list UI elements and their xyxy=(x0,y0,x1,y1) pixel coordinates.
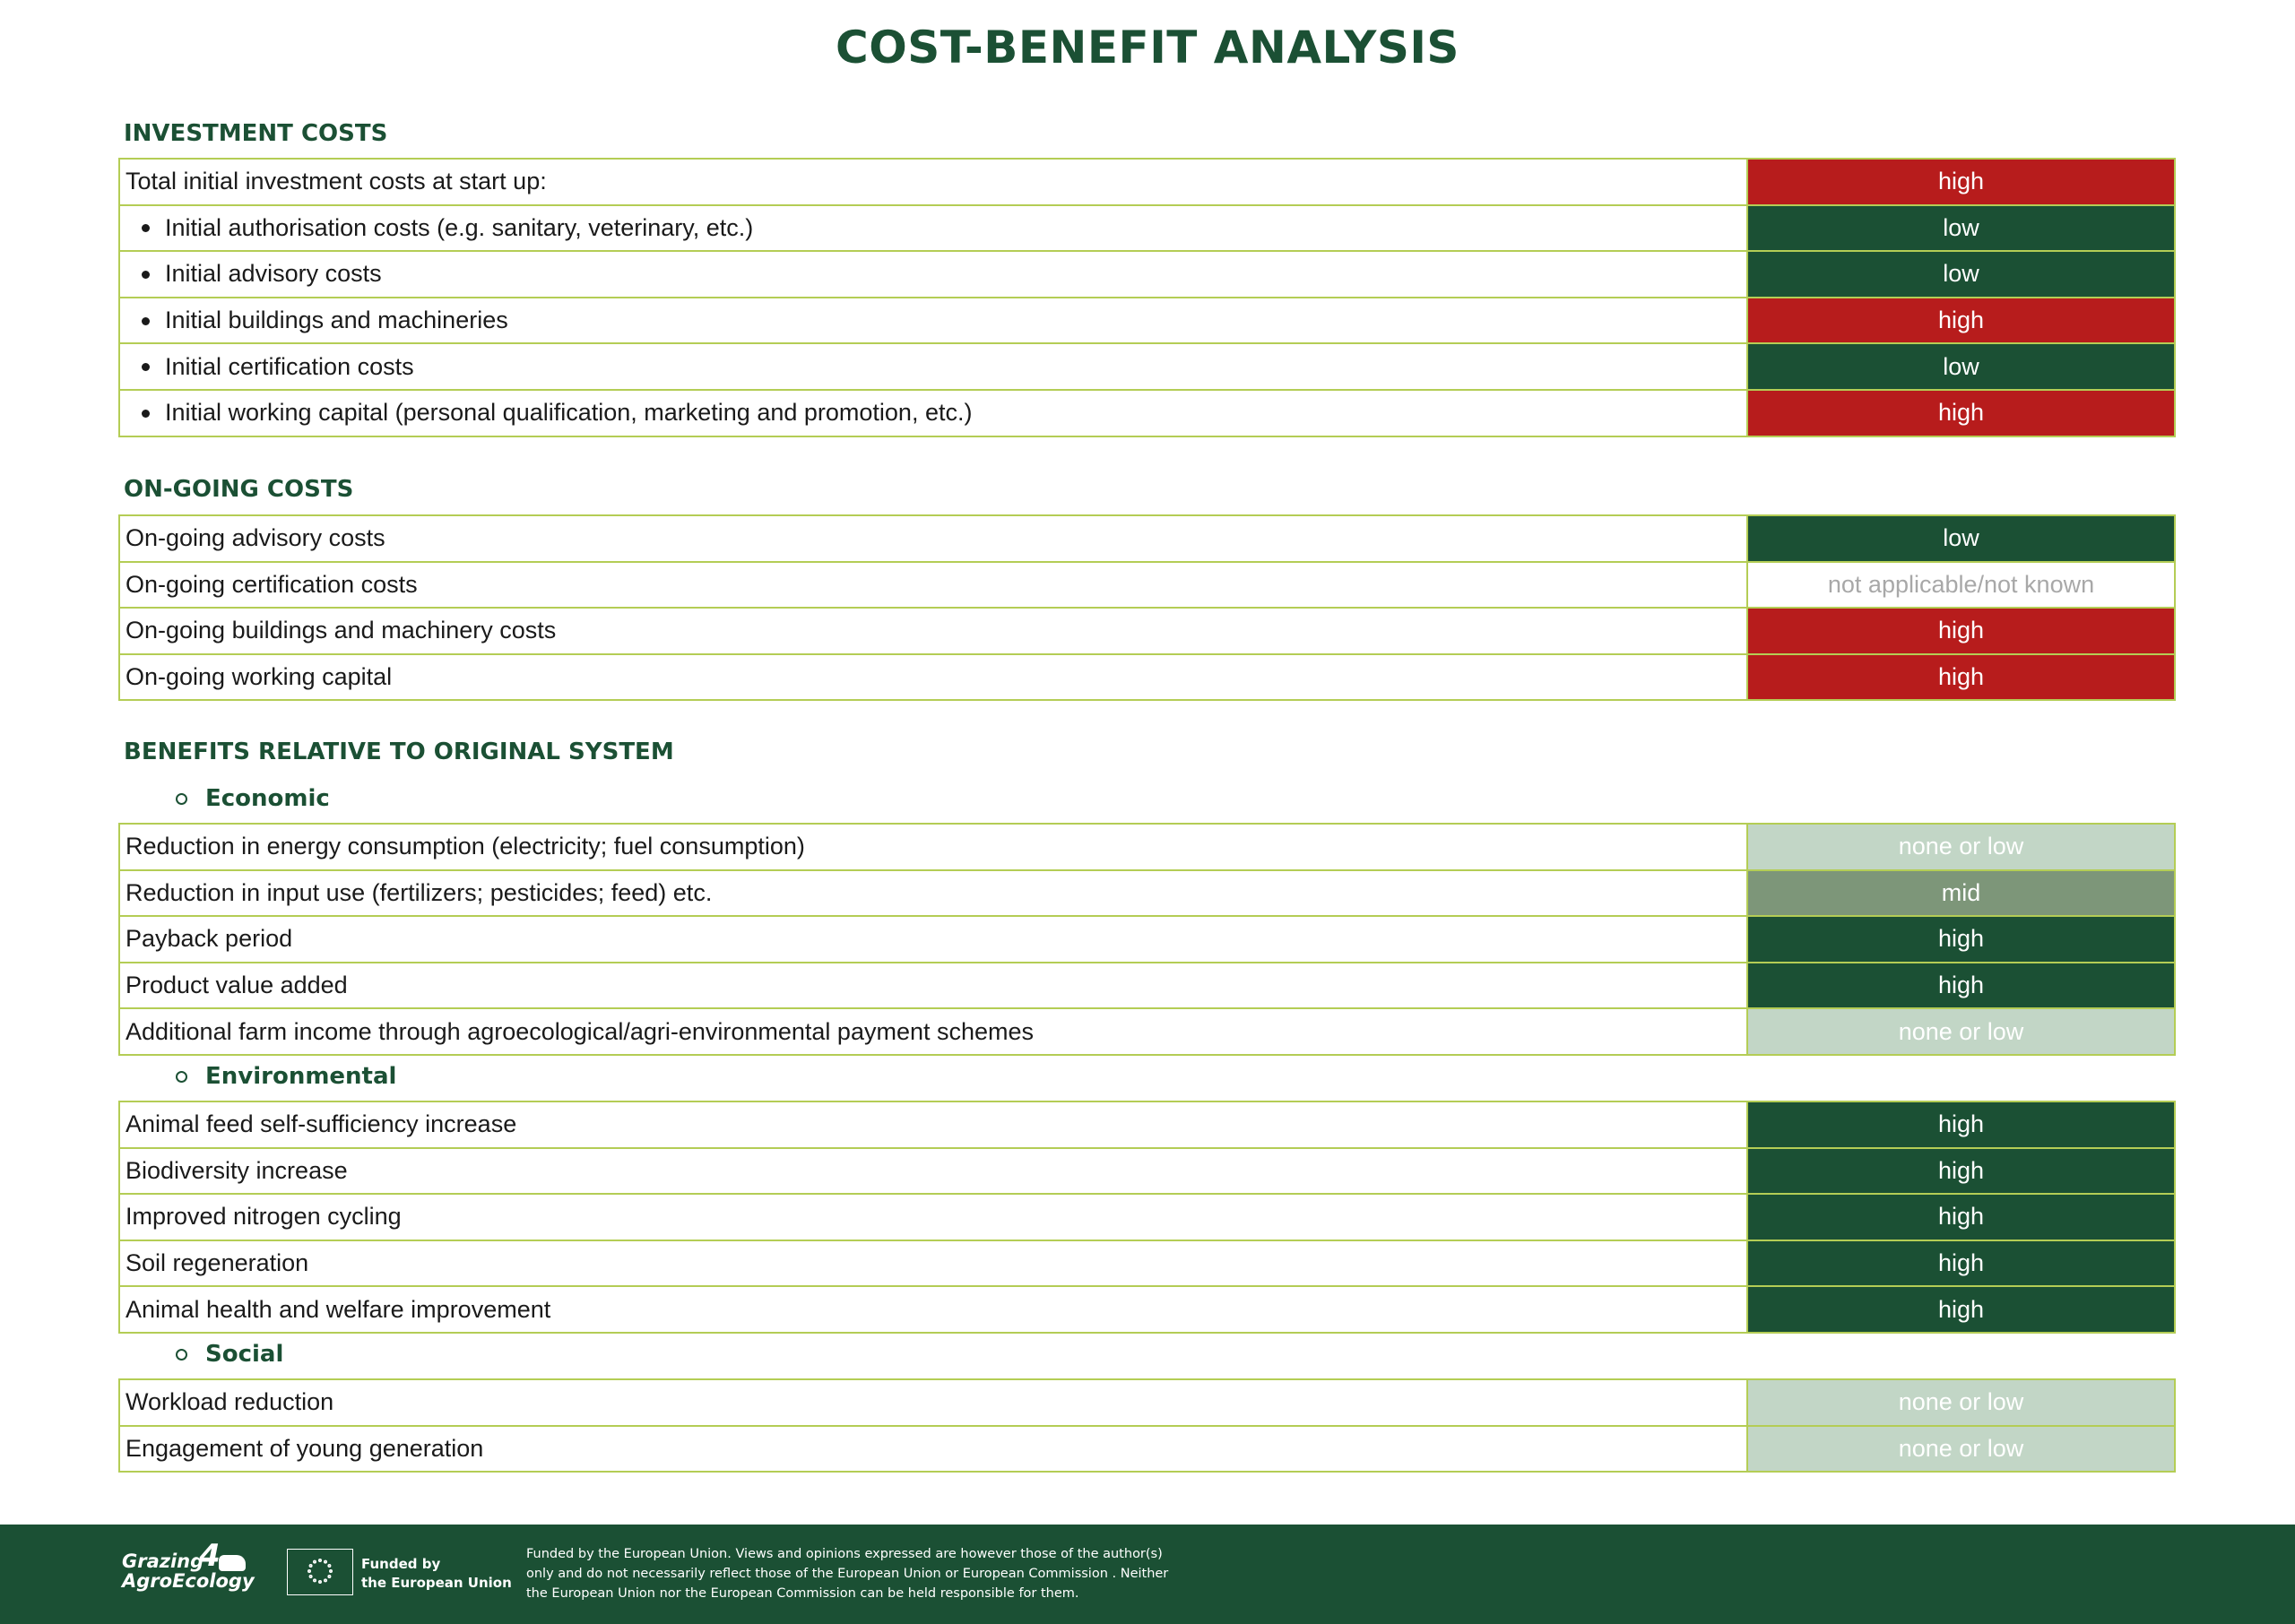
table-row: Improved nitrogen cycling high xyxy=(118,1193,2176,1241)
row-label: Biodiversity increase xyxy=(118,1146,1748,1196)
disclaimer-line: the European Union nor the European Comm… xyxy=(526,1586,1079,1601)
economic-subheading: Economic xyxy=(176,785,330,812)
rating-cell: high xyxy=(1746,296,2176,345)
rating-cell: high xyxy=(1746,1146,2176,1196)
rating-cell: high xyxy=(1746,961,2176,1010)
rating-cell: low xyxy=(1746,514,2176,563)
table-row: Initial certification costs low xyxy=(118,342,2176,391)
social-benefits-table: Workload reduction none or low Engagemen… xyxy=(118,1378,2176,1473)
rating-cell: high xyxy=(1746,1101,2176,1149)
row-label: Improved nitrogen cycling xyxy=(118,1193,1748,1241)
row-label: On-going working capital xyxy=(118,652,1748,702)
logo-number: 4 xyxy=(199,1538,221,1574)
eu-label-line2: the European Union xyxy=(361,1575,512,1591)
rating-cell: high xyxy=(1746,388,2176,437)
table-row: Animal health and welfare improvement hi… xyxy=(118,1285,2176,1334)
eu-flag-icon xyxy=(287,1549,353,1595)
ongoing-costs-heading: ON-GOING COSTS xyxy=(124,476,354,503)
logo-line1: Grazing xyxy=(122,1551,204,1572)
table-row: Reduction in input use (fertilizers; pes… xyxy=(118,868,2176,918)
economic-label: Economic xyxy=(205,785,330,812)
row-label: On-going buildings and machinery costs xyxy=(118,607,1748,655)
row-label: Reduction in energy consumption (electri… xyxy=(118,823,1748,871)
social-subheading: Social xyxy=(176,1341,283,1368)
table-row: Animal feed self-sufficiency increase hi… xyxy=(118,1101,2176,1149)
row-label: Initial certification costs xyxy=(118,342,1748,391)
row-label: Workload reduction xyxy=(118,1378,1748,1427)
table-row: Payback period high xyxy=(118,915,2176,963)
rating-cell: not applicable/not known xyxy=(1746,560,2176,609)
investment-costs-heading: INVESTMENT COSTS xyxy=(124,120,388,147)
eu-label-line1: Funded by xyxy=(361,1556,441,1572)
row-label: Additional farm income through agroecolo… xyxy=(118,1007,1748,1056)
row-label: Animal feed self-sufficiency increase xyxy=(118,1101,1748,1149)
logo-line2: AgroEcology xyxy=(122,1570,255,1592)
grazing-agroecology-logo: Grazing AgroEcology 4 xyxy=(122,1541,255,1592)
disclaimer-line: Funded by the European Union. Views and … xyxy=(526,1547,1163,1561)
table-row: Product value added high xyxy=(118,961,2176,1010)
table-row: On-going certification costs not applica… xyxy=(118,560,2176,609)
rating-cell: none or low xyxy=(1746,1007,2176,1056)
row-label: Reduction in input use (fertilizers; pes… xyxy=(118,868,1748,918)
benefits-heading: BENEFITS RELATIVE TO ORIGINAL SYSTEM xyxy=(124,739,674,765)
table-row: Total initial investment costs at start … xyxy=(118,158,2176,206)
environmental-benefits-table: Animal feed self-sufficiency increase hi… xyxy=(118,1101,2176,1334)
rating-cell: high xyxy=(1746,652,2176,702)
rating-cell: high xyxy=(1746,1285,2176,1334)
ongoing-costs-table: On-going advisory costs low On-going cer… xyxy=(118,514,2176,702)
table-row: On-going working capital high xyxy=(118,652,2176,702)
table-row: Biodiversity increase high xyxy=(118,1146,2176,1196)
hollow-bullet-icon xyxy=(176,792,187,805)
row-label: Soil regeneration xyxy=(118,1239,1748,1288)
row-label: Animal health and welfare improvement xyxy=(118,1285,1748,1334)
table-row: Reduction in energy consumption (electri… xyxy=(118,823,2176,871)
row-label: On-going advisory costs xyxy=(118,514,1748,563)
rating-cell: none or low xyxy=(1746,1378,2176,1427)
row-label: Product value added xyxy=(118,961,1748,1010)
economic-benefits-table: Reduction in energy consumption (electri… xyxy=(118,823,2176,1056)
rating-cell: low xyxy=(1746,203,2176,253)
rating-cell: high xyxy=(1746,158,2176,206)
table-row: On-going buildings and machinery costs h… xyxy=(118,607,2176,655)
disclaimer-line: only and do not necessarily reflect thos… xyxy=(526,1567,1169,1581)
table-row: Engagement of young generation none or l… xyxy=(118,1424,2176,1473)
environmental-label: Environmental xyxy=(205,1063,397,1090)
row-label: Engagement of young generation xyxy=(118,1424,1748,1473)
rating-cell: none or low xyxy=(1746,823,2176,871)
rating-cell: low xyxy=(1746,250,2176,298)
table-row: Initial authorisation costs (e.g. sanita… xyxy=(118,203,2176,253)
environmental-subheading: Environmental xyxy=(176,1063,396,1090)
table-row: Additional farm income through agroecolo… xyxy=(118,1007,2176,1056)
cow-icon xyxy=(219,1555,246,1571)
rating-cell: high xyxy=(1746,1193,2176,1241)
rating-cell: high xyxy=(1746,1239,2176,1288)
row-label: Initial advisory costs xyxy=(118,250,1748,298)
table-row: Initial advisory costs low xyxy=(118,250,2176,298)
rating-cell: low xyxy=(1746,342,2176,391)
row-label: Total initial investment costs at start … xyxy=(118,158,1748,206)
table-row: Soil regeneration high xyxy=(118,1239,2176,1288)
table-row: On-going advisory costs low xyxy=(118,514,2176,563)
table-row: Initial working capital (personal qualif… xyxy=(118,388,2176,437)
row-label: Initial working capital (personal qualif… xyxy=(118,388,1748,437)
rating-cell: high xyxy=(1746,607,2176,655)
row-label: Payback period xyxy=(118,915,1748,963)
rating-cell: high xyxy=(1746,915,2176,963)
rating-cell: none or low xyxy=(1746,1424,2176,1473)
row-label: Initial buildings and machineries xyxy=(118,296,1748,345)
page-title: COST-BENEFIT ANALYSIS xyxy=(836,22,1459,73)
hollow-bullet-icon xyxy=(176,1070,187,1083)
row-label: On-going certification costs xyxy=(118,560,1748,609)
hollow-bullet-icon xyxy=(176,1348,187,1361)
funding-disclaimer: Funded by the European Union. Views and … xyxy=(526,1544,1333,1603)
row-label: Initial authorisation costs (e.g. sanita… xyxy=(118,203,1748,253)
table-row: Initial buildings and machineries high xyxy=(118,296,2176,345)
eu-funding-label: Funded by the European Union xyxy=(361,1555,512,1593)
table-row: Workload reduction none or low xyxy=(118,1378,2176,1427)
footer-bar: Grazing AgroEcology 4 Funded by the Euro… xyxy=(0,1525,2295,1624)
investment-costs-table: Total initial investment costs at start … xyxy=(118,158,2176,437)
social-label: Social xyxy=(205,1341,284,1368)
rating-cell: mid xyxy=(1746,868,2176,918)
